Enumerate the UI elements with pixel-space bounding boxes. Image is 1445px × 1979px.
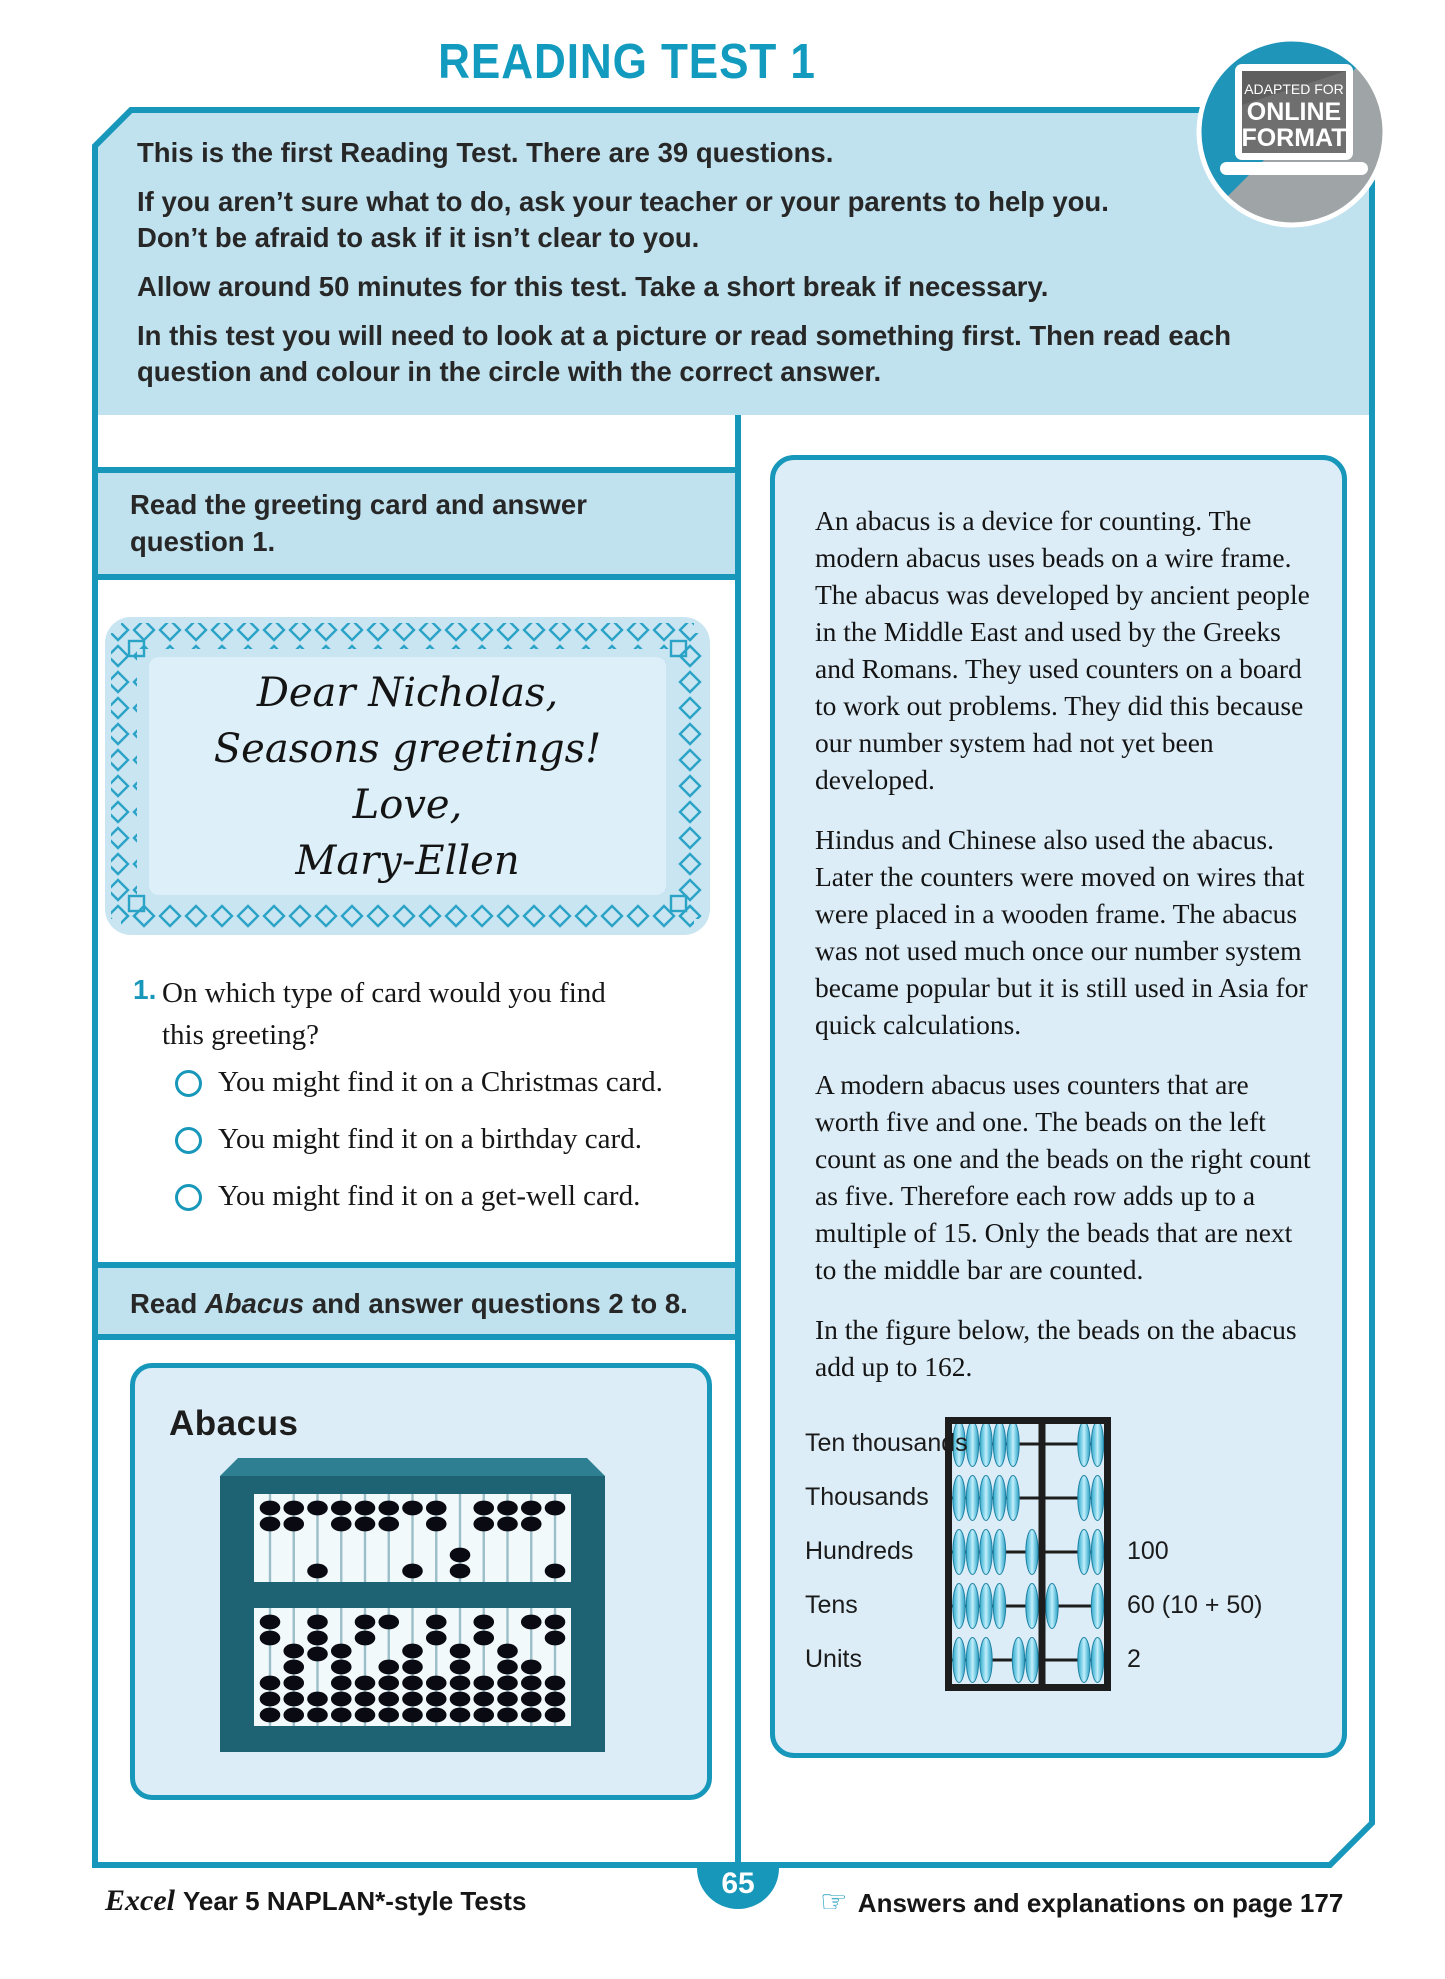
- answer-option: You might find it on a birthday card.: [175, 1123, 695, 1156]
- passage-paragraph: Hindus and Chinese also used the abacus.…: [815, 824, 1308, 1040]
- abacus-box-title: Abacus: [169, 1404, 299, 1443]
- diagram-row-label: Hundreds: [805, 1537, 914, 1565]
- diagram-row-value: 60 (10 + 50): [1127, 1591, 1263, 1619]
- answer-radio-circle[interactable]: [175, 1184, 202, 1211]
- footer-book-title: Excel Year 5 NAPLAN*-style Tests: [105, 1884, 526, 1918]
- diagram-row-label: Tens: [805, 1591, 858, 1619]
- badge-line-1: ADAPTED FOR: [1244, 81, 1344, 97]
- badge-line-3: FORMAT: [1241, 124, 1346, 152]
- diagram-row-label: Ten thousands: [805, 1429, 968, 1457]
- header-text: Read: [130, 1288, 205, 1319]
- answer-radio-circle[interactable]: [175, 1070, 202, 1097]
- answer-option: You might find it on a get-well card.: [175, 1180, 695, 1213]
- abacus-photo: [220, 1458, 605, 1752]
- header-text-italic: Abacus: [204, 1288, 305, 1319]
- instruction-paragraph: Allow around 50 minutes for this test. T…: [137, 271, 1049, 302]
- online-format-badge: ADAPTED FOR ONLINE FORMAT: [1196, 36, 1388, 228]
- abacus-stimulus-box: Abacus: [130, 1363, 712, 1800]
- section-header-greeting-card: Read the greeting card and answer questi…: [98, 467, 738, 580]
- instruction-paragraph: In this test you will need to look at a …: [137, 320, 1232, 387]
- page-number-badge: 65: [697, 1862, 779, 1909]
- abacus-diagram-figure: [945, 1417, 1111, 1691]
- header-text: and answer questions 2 to 8.: [304, 1288, 688, 1319]
- answer-option: You might find it on a Christmas card.: [175, 1066, 695, 1099]
- greeting-card-text: Dear Nicholas, Seasons greetings! Love, …: [213, 670, 602, 884]
- instructions-box: This is the first Reading Test. There ar…: [95, 110, 1369, 415]
- question-1-number: 1.: [133, 974, 157, 1005]
- diagram-row-value: 100: [1127, 1537, 1169, 1565]
- footer-series: Year 5 NAPLAN*-style Tests: [182, 1886, 527, 1916]
- footer-brand: Excel: [105, 1884, 175, 1917]
- footer-answers-text: Answers and explanations on page 177: [857, 1888, 1344, 1918]
- footer-answers-note: ☞ Answers and explanations on page 177: [820, 1884, 1343, 1920]
- answer-radio-circle[interactable]: [175, 1127, 202, 1154]
- section-header-abacus: Read Abacus and answer questions 2 to 8.: [98, 1262, 738, 1340]
- passage-paragraph: An abacus is a device for counting. The …: [815, 505, 1310, 795]
- instruction-paragraph: If you aren’t sure what to do, ask your …: [137, 186, 1109, 253]
- diagram-row-label: Units: [805, 1645, 862, 1673]
- instruction-paragraph: This is the first Reading Test. There ar…: [137, 137, 834, 168]
- answer-option-label: You might find it on a get-well card.: [218, 1180, 641, 1212]
- greeting-card: Dear Nicholas, Seasons greetings! Love, …: [105, 617, 710, 935]
- passage-paragraph: In the figure below, the beads on the ab…: [815, 1314, 1297, 1382]
- badge-line-2: ONLINE: [1247, 98, 1341, 126]
- page-title: READING TEST 1: [438, 35, 816, 89]
- question-1-text: On which type of card would you find thi…: [162, 977, 606, 1051]
- diagram-row-value: 2: [1127, 1645, 1141, 1673]
- diagram-row-label: Thousands: [805, 1483, 929, 1511]
- passage-paragraph: A modern abacus uses counters that are w…: [815, 1069, 1311, 1285]
- abacus-passage-box: An abacus is a device for counting. The …: [770, 455, 1347, 1758]
- answer-option-label: You might find it on a Christmas card.: [218, 1066, 663, 1098]
- pointing-hand-icon: ☞: [820, 1884, 848, 1920]
- answer-option-label: You might find it on a birthday card.: [218, 1123, 642, 1155]
- abacus-diagram: Ten thousands Thousands Hundreds 100 Tens 60 …: [775, 1415, 1342, 1745]
- question-1-options: You might find it on a Christmas card. Y…: [175, 1066, 695, 1237]
